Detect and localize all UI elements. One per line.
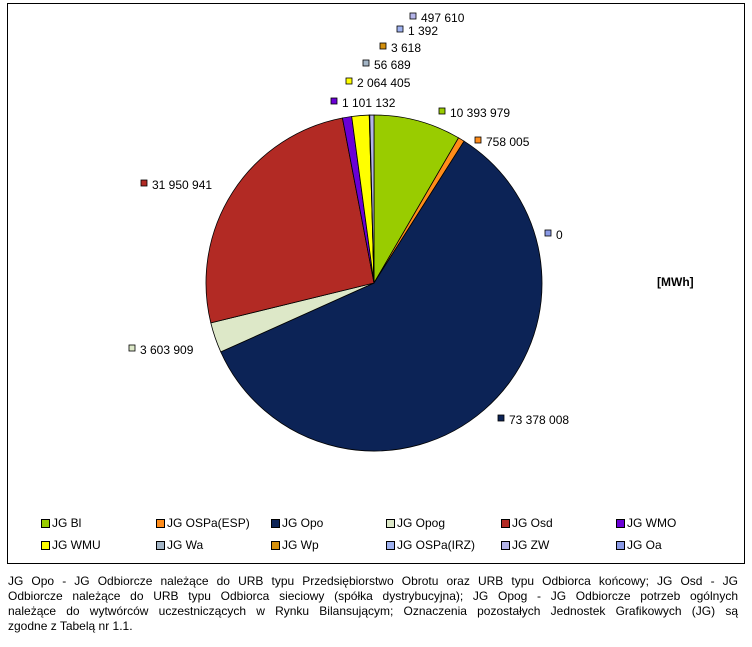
data-label-swatch (330, 97, 338, 105)
footnote-line: Odbiorcze należące do URB typu Odbiorca … (8, 589, 738, 603)
legend-swatch (616, 518, 625, 528)
legend-label: JG Bl (52, 516, 82, 530)
pie-slice-jg-zw (369, 114, 375, 284)
legend-label: JG ZW (512, 538, 550, 552)
legend-item: JG Osd (501, 516, 553, 530)
data-label-swatch (474, 136, 482, 144)
legend-item: JG WMU (41, 538, 101, 552)
footnote: JG Opo - JG Odbiorcze należące do URB ty… (8, 574, 738, 634)
footnote-line: zgodne z Tabelą nr 1.1. (8, 619, 133, 633)
data-label: 56 689 (374, 58, 411, 72)
data-label-swatch (128, 344, 136, 352)
data-label-swatch (345, 77, 353, 85)
data-label: 10 393 979 (450, 106, 510, 120)
data-label-swatch (140, 179, 148, 187)
legend-item: JG OSPa(ESP) (156, 516, 250, 530)
legend-swatch (386, 540, 395, 550)
legend-swatch (41, 518, 50, 528)
data-label: 31 950 941 (152, 178, 212, 192)
legend-swatch (501, 518, 510, 528)
pie-chart: 10 393 979 758 005 73 378 008 3 603 909 31 9… (128, 11, 569, 452)
legend-swatch (386, 518, 395, 528)
data-label: 3 618 (391, 41, 421, 55)
legend-item: JG Wa (156, 538, 203, 552)
footnote-line: JG Opo - JG Odbiorcze należące do URB ty… (8, 574, 738, 588)
data-label-swatch (544, 229, 552, 237)
pie-slice-jg-bl (373, 114, 460, 285)
pie-slice-jg-osd (205, 117, 375, 324)
data-label-swatch (438, 107, 446, 115)
unit-label: [MWh] (657, 275, 694, 289)
legend-item: JG WMO (616, 516, 676, 530)
legend-label: JG Opog (397, 516, 446, 530)
legend-label: JG OSPa(IRZ) (397, 538, 476, 552)
pie-slice-jg-opo (220, 140, 543, 452)
data-label-swatch (362, 59, 370, 67)
legend-swatch (616, 540, 625, 550)
legend-item: JG OSPa(IRZ) (386, 538, 475, 552)
footnote-line: należące do wytwórców uczestniczących w … (8, 604, 738, 618)
legend-item: JG Wp (271, 538, 319, 552)
data-label: 758 005 (486, 135, 530, 149)
legend-label: JG WMU (52, 538, 101, 552)
legend-item: JG Opog (386, 516, 445, 530)
legend-swatch (271, 540, 280, 550)
data-label-swatch (396, 25, 404, 33)
data-label-swatch (379, 42, 387, 50)
legend-item: JG ZW (501, 538, 549, 552)
legend-item: JG Opo (271, 516, 323, 530)
legend-item: JG Oa (616, 538, 662, 552)
legend-label: JG Oa (627, 538, 662, 552)
legend-swatch (156, 518, 165, 528)
legend-label: JG Opo (282, 516, 324, 530)
legend-item: JG Bl (41, 516, 81, 530)
legend-label: JG OSPa(ESP) (167, 516, 250, 530)
legend-label: JG Wa (167, 538, 204, 552)
legend-label: JG Osd (512, 516, 553, 530)
data-label: 497 610 (421, 11, 465, 25)
legend-swatch (271, 518, 280, 528)
legend-swatch (156, 540, 165, 550)
data-label: 0 (556, 228, 563, 242)
legend-swatch (501, 540, 510, 550)
legend-label: JG WMO (627, 516, 677, 530)
data-label: 2 064 405 (357, 76, 411, 90)
data-label-swatch (409, 12, 417, 20)
data-label-swatch (497, 414, 505, 422)
chart-frame: 10 393 979 758 005 73 378 008 3 603 909 31 9… (7, 3, 745, 564)
data-label: 3 603 909 (140, 343, 194, 357)
data-label: 1 392 (408, 24, 438, 38)
legend-swatch (41, 540, 50, 550)
data-label: 1 101 132 (342, 96, 396, 110)
data-label: 73 378 008 (509, 413, 569, 427)
legend-label: JG Wp (282, 538, 319, 552)
